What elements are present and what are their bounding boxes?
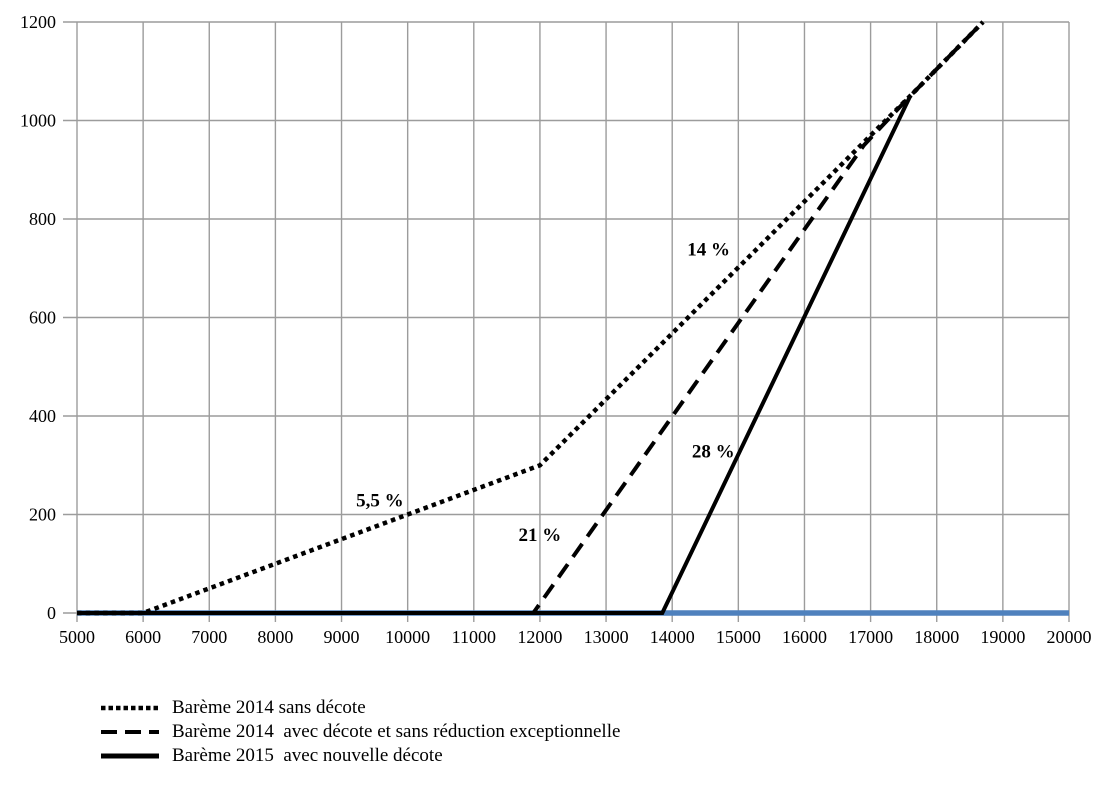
annotation-label: 28 % (692, 441, 735, 462)
legend-item: Barème 2015 avec nouvelle décote (100, 744, 620, 768)
legend-item: Barème 2014 avec décote et sans réductio… (100, 720, 620, 744)
series-line-solid (77, 95, 913, 615)
y-axis-label: 200 (29, 505, 56, 525)
x-axis-label: 6000 (125, 627, 161, 647)
x-axis-label: 9000 (324, 627, 360, 647)
plot-area: 0 200 400 600 800 1000 1200 5000 6000 7000 8000 900… (20, 12, 1092, 647)
x-axis-label: 19000 (980, 627, 1025, 647)
y-axis-label: 800 (29, 209, 56, 229)
legend-swatch-dashed-icon (101, 730, 159, 734)
x-axis-label: 18000 (914, 627, 959, 647)
x-axis-label: 10000 (385, 627, 430, 647)
legend-swatch-dotted-icon (101, 705, 159, 711)
annotation-label: 14 % (687, 240, 730, 261)
x-axis-label: 13000 (584, 627, 629, 647)
annotation-label: 5,5 % (356, 491, 404, 512)
y-axis-label: 1200 (20, 12, 56, 32)
x-axis-label: 16000 (782, 627, 827, 647)
x-axis-label: 5000 (59, 627, 95, 647)
legend-item: Barème 2014 sans décote (100, 696, 620, 720)
x-axis-label: 7000 (191, 627, 227, 647)
x-axis-label: 12000 (517, 627, 562, 647)
legend-swatch-solid-icon (101, 753, 159, 759)
x-axis-label: 14000 (650, 627, 695, 647)
legend-label: Barème 2014 sans décote (172, 697, 366, 718)
x-axis-label: 20000 (1047, 627, 1092, 647)
legend-label: Barème 2014 avec décote et sans réductio… (172, 721, 621, 742)
x-axis-label: 8000 (257, 627, 293, 647)
x-axis-label: 17000 (848, 627, 893, 647)
x-axis-label: 11000 (452, 627, 496, 647)
y-axis-label: 600 (29, 308, 56, 328)
y-axis-label: 400 (29, 406, 56, 426)
x-axis-label: 15000 (716, 627, 761, 647)
legend-label: Barème 2015 avec nouvelle décote (172, 745, 443, 766)
y-axis-label: 1000 (20, 111, 56, 131)
y-axis-label: 0 (47, 603, 56, 623)
legend: Barème 2014 sans décote Barème 2014 avec … (100, 696, 620, 768)
annotation-label: 21 % (519, 525, 562, 546)
